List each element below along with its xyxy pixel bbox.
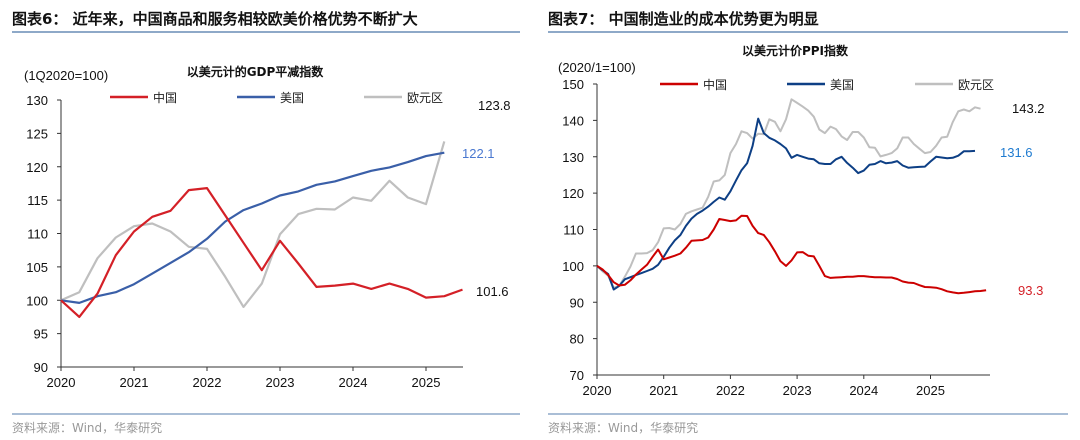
figure-7-heading: 图表7： 中国制造业的成本优势更为明显 [548,10,819,28]
y-tick-label: 70 [570,368,584,383]
source-note: 资料来源：Wind，华泰研究 [12,420,162,435]
legend-label: 欧元区 [407,91,443,105]
end-value-label: 123.8 [478,98,511,113]
chart-title: 以美元计的GDP平减指数 [187,64,325,79]
x-tick-label: 2020 [583,383,612,398]
y-tick-label: 110 [27,227,48,242]
legend-label: 中国 [153,90,177,105]
y-tick-label: 120 [26,160,48,175]
panel-gdp-deflator: 图表6： 近年来，中国商品和服务相较欧美价格优势不断扩大 以美元计的GDP平减指… [12,10,520,435]
series-line-china [60,187,463,318]
y-axis-unit: (1Q2020=100) [24,68,108,83]
panel-ppi: 图表7： 中国制造业的成本优势更为明显 以美元计价PPI指数 (2020/1=1… [548,10,1068,435]
legend-label: 中国 [703,77,727,92]
y-tick-label: 95 [34,327,48,342]
end-value-label: 131.6 [1000,145,1033,160]
x-tick-label: 2025 [916,383,945,398]
series-line-us [60,151,445,304]
y-tick-label: 110 [563,223,584,238]
series-line-euro-area [60,141,446,308]
y-tick-label: 150 [562,77,584,92]
figure-6-heading: 图表6： 近年来，中国商品和服务相较欧美价格优势不断扩大 [12,10,418,28]
y-tick-label: 100 [562,259,584,274]
end-value-label: 93.3 [1018,283,1043,298]
y-tick-label: 80 [570,332,584,347]
x-tick-label: 2025 [412,375,441,390]
end-value-label: 101.6 [476,284,509,299]
x-tick-label: 2023 [266,375,295,390]
x-tick-label: 2023 [783,383,812,398]
y-tick-label: 90 [34,360,48,375]
y-tick-label: 105 [26,260,48,275]
end-value-label: 143.2 [1012,101,1045,116]
chart-title: 以美元计价PPI指数 [742,43,849,58]
legend-label: 美国 [830,78,854,92]
series-line-us [596,117,976,291]
series-line-china [596,214,987,295]
y-tick-label: 115 [27,193,48,208]
x-tick-label: 2024 [849,383,878,398]
series-line-euro-area [596,98,981,289]
y-axis-unit: (2020/1=100) [558,60,636,75]
legend-label: 美国 [280,91,304,105]
x-tick-label: 2022 [193,375,222,390]
y-tick-label: 90 [570,295,584,310]
x-tick-label: 2021 [649,383,678,398]
chart-ppi: 70 80 90 100 110 120 130 140 150 2020 2021 2022 2023… [562,77,1044,398]
end-value-label: 122.1 [462,146,495,161]
y-tick-label: 120 [562,186,584,201]
y-tick-label: 130 [562,150,584,165]
y-tick-label: 130 [26,93,48,108]
chart-gdp-deflator: 90 95 100 105 110 115 120 125 130 2020 2021 2022 202… [26,90,510,390]
y-tick-label: 125 [26,126,48,141]
x-tick-label: 2022 [716,383,745,398]
y-tick-label: 100 [26,293,48,308]
legend-label: 欧元区 [958,78,994,92]
x-tick-label: 2024 [339,375,368,390]
y-tick-label: 140 [562,113,584,128]
source-note: 资料来源：Wind，华泰研究 [548,420,698,435]
x-tick-label: 2021 [120,375,149,390]
x-tick-label: 2020 [47,375,76,390]
